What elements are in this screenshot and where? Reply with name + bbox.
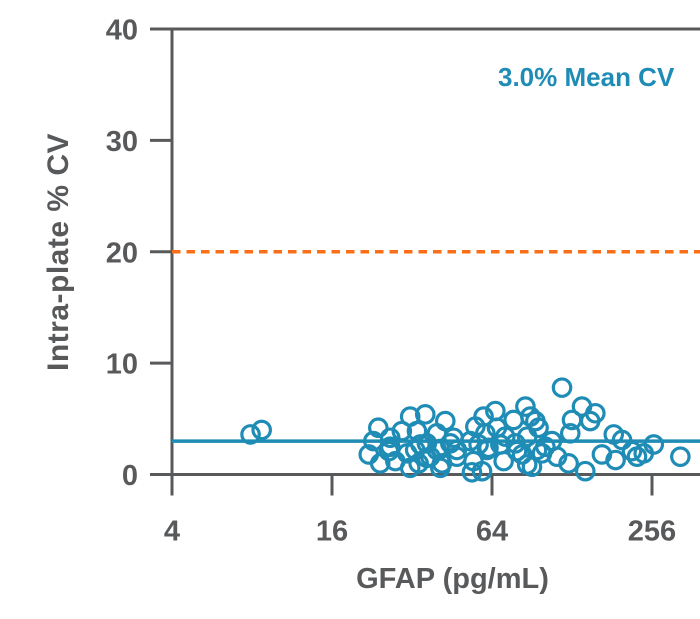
y-tick-label: 30 [106,126,138,158]
x-tick-label: 16 [316,516,348,548]
data-point [559,422,581,444]
data-point [414,404,436,425]
data-point [643,434,665,455]
data-point [605,449,626,471]
data-point [251,419,272,441]
x-axis-label: GFAP (pg/mL) [356,563,549,595]
data-point [471,460,493,482]
x-tick-label: 4 [164,516,180,548]
x-tick-label: 256 [628,516,676,548]
data-point [368,417,389,439]
data-point [515,396,536,417]
y-tick-label: 20 [106,237,138,269]
data-point [461,461,483,483]
mean-cv-annotation: 3.0% Mean CV [498,62,675,92]
plot-area: 4 16 64 256 0 10 20 30 40 [106,16,700,548]
data-point [528,417,549,439]
y-tick-label: 10 [106,349,138,381]
data-point [574,460,596,482]
data-point [558,453,579,474]
y-tick-label: 40 [106,16,138,47]
data-point [240,424,261,445]
data-point [621,440,643,462]
y-axis-label: Intra-plate % CV [42,132,75,372]
data-point [478,437,499,459]
y-tick-label: 0 [122,460,138,492]
data-point [551,377,573,398]
x-tick-label: 64 [476,516,508,548]
data-point [406,420,428,442]
data-point [494,426,516,447]
data-point [443,427,464,449]
cv-scatter-chart: 4 16 64 256 0 10 20 30 40 Intra-plate % CV GFAP … [40,16,700,603]
data-point [493,450,514,472]
data-point [670,446,691,467]
data-point [585,402,606,424]
data-point [434,410,456,432]
